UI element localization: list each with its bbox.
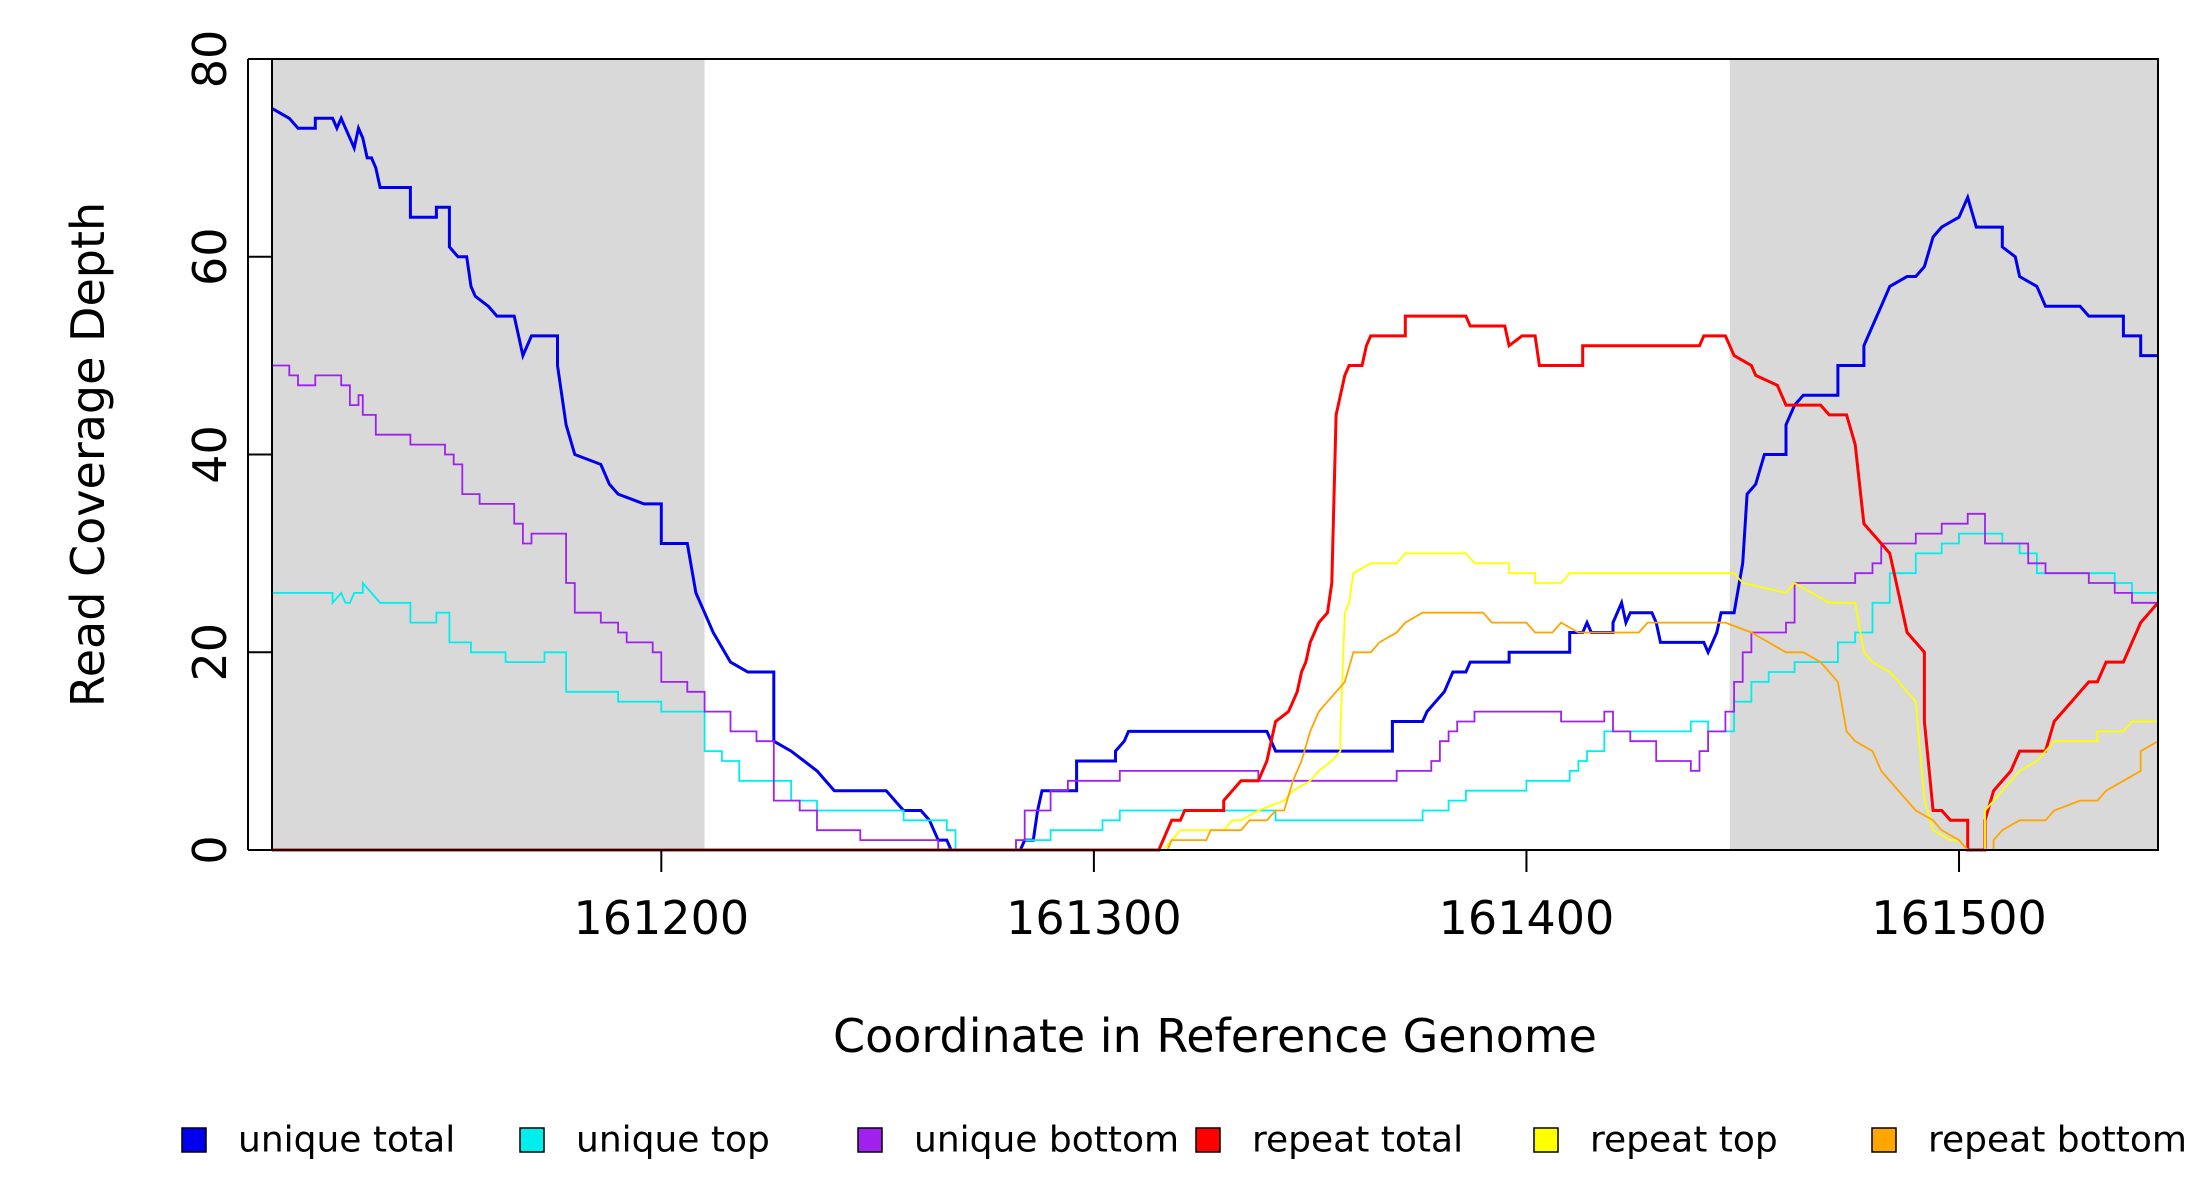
- legend-swatch-repeat-total: [1195, 1127, 1221, 1153]
- series-line-unique-total: [271, 107, 2158, 852]
- y-tick-label: 80: [183, 30, 237, 89]
- x-axis: 161200 161300 161400 161500: [574, 850, 2047, 945]
- legend-label: repeat top: [1590, 1120, 1778, 1161]
- series-line-unique-bottom: [272, 364, 2158, 851]
- shaded-region-2: [1729, 59, 2158, 850]
- legend-label: repeat total: [1252, 1120, 1463, 1161]
- series-lines: [271, 107, 2160, 852]
- legend-swatch-repeat-top: [1533, 1127, 1559, 1153]
- x-tick-label: 161500: [1871, 891, 2047, 945]
- series-line-unique-top: [272, 532, 2158, 851]
- legend-label: repeat bottom: [1928, 1120, 2187, 1161]
- shaded-regions: [272, 59, 2158, 850]
- legend-swatch-unique-bottom: [857, 1127, 883, 1153]
- legend-label: unique bottom: [914, 1120, 1179, 1161]
- y-axis: 0 20 40 60 80: [183, 30, 272, 865]
- shaded-region-1: [272, 59, 705, 850]
- series-line-repeat-total: [272, 314, 2160, 852]
- y-tick-label: 60: [183, 227, 237, 286]
- legend: unique total unique top unique bottom repea…: [181, 1120, 2187, 1161]
- legend-label: unique top: [576, 1120, 770, 1161]
- series-line-repeat-bottom: [272, 611, 2159, 851]
- y-tick-label: 0: [183, 835, 237, 864]
- y-tick-label: 20: [183, 623, 237, 682]
- x-axis-title: Coordinate in Reference Genome: [833, 1009, 1597, 1063]
- legend-swatch-unique-top: [519, 1127, 545, 1153]
- x-tick-label: 161300: [1006, 891, 1182, 945]
- y-axis-title: Read Coverage Depth: [61, 202, 115, 707]
- y-tick-label: 40: [183, 425, 237, 484]
- legend-label: unique total: [238, 1120, 455, 1161]
- series-line-repeat-top: [272, 552, 2158, 851]
- x-tick-label: 161200: [574, 891, 750, 945]
- legend-swatch-repeat-bottom: [1871, 1127, 1897, 1153]
- legend-swatch-unique-total: [181, 1127, 207, 1153]
- x-tick-label: 161400: [1439, 891, 1615, 945]
